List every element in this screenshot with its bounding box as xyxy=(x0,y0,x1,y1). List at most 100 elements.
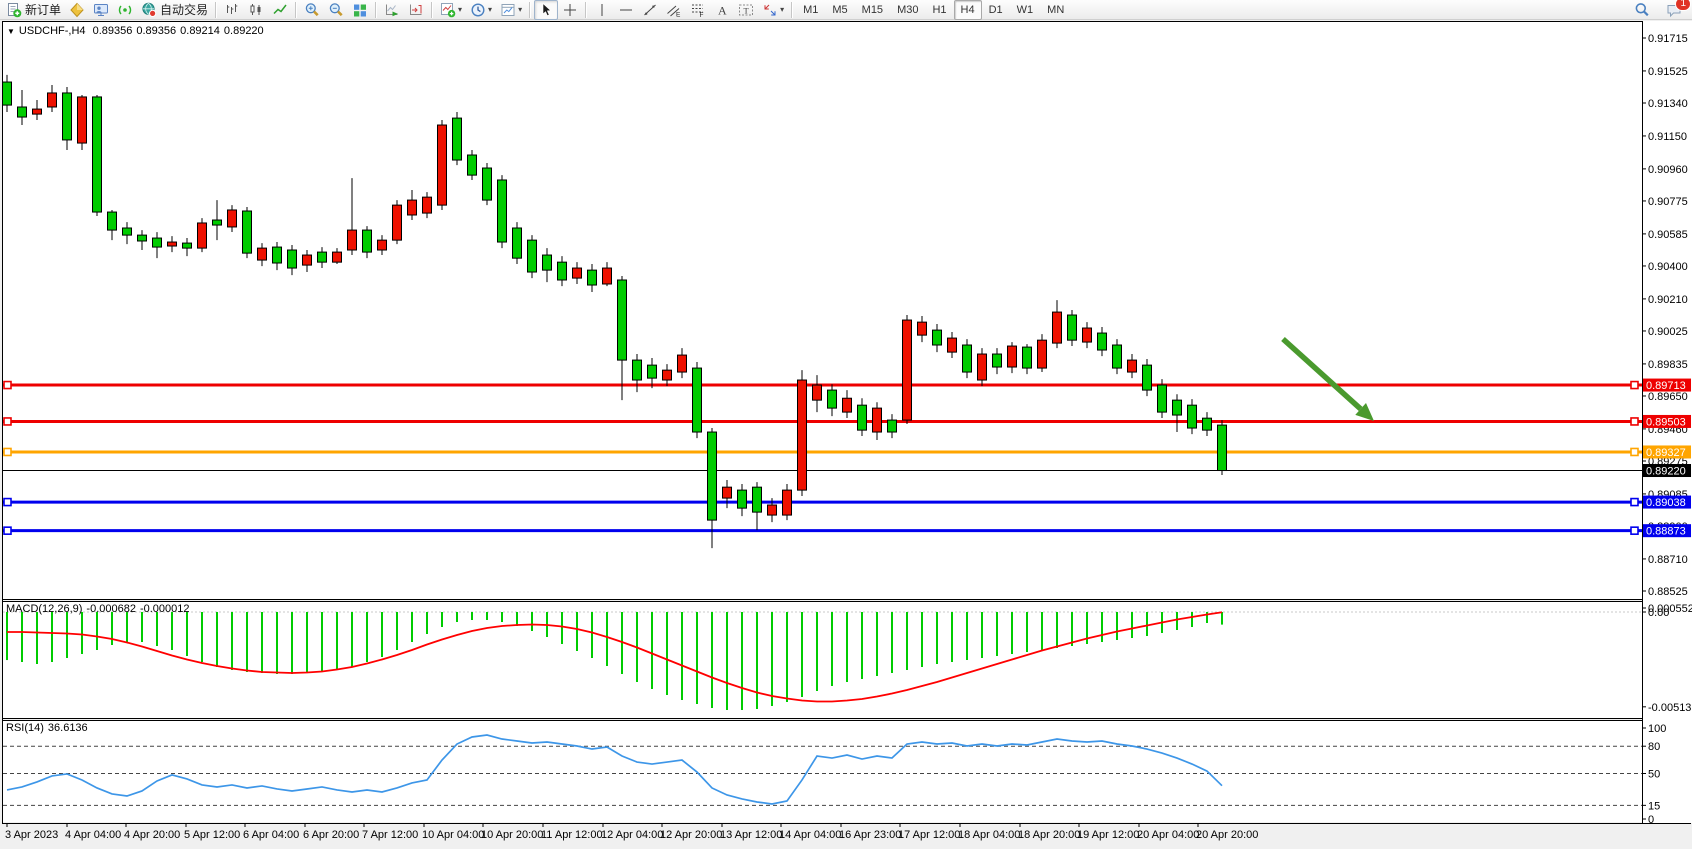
timeframe-m5-button[interactable]: M5 xyxy=(832,3,848,16)
svg-text:20 Apr 04:00: 20 Apr 04:00 xyxy=(1137,829,1199,841)
autotrade-icon xyxy=(142,2,157,17)
horizontal-price-line-0.89327[interactable] xyxy=(3,447,1642,457)
horizontal-price-line-0.89713[interactable] xyxy=(3,380,1642,390)
new-order-button-label: 新订单 xyxy=(25,3,62,17)
template-icon xyxy=(501,3,515,16)
timeframe-d1-button[interactable]: D1 xyxy=(988,3,1003,16)
price-axis[interactable]: 0.91715 0.91525 0.91340 0.91150 0.90960 0.907… xyxy=(1642,21,1692,826)
trendline-button[interactable] xyxy=(638,0,662,20)
svg-text:3 Apr 2023: 3 Apr 2023 xyxy=(5,829,58,841)
line-chart-button[interactable] xyxy=(268,0,292,20)
svg-text:80: 80 xyxy=(1648,741,1660,753)
text-label-button[interactable]: T xyxy=(734,0,758,20)
line-handle-icon xyxy=(1630,526,1639,535)
periods-button[interactable]: ▾ xyxy=(466,0,496,20)
toolbar-separator xyxy=(791,1,794,18)
auto-scroll-button[interactable] xyxy=(380,0,404,20)
toolbar-separator xyxy=(529,1,532,18)
symbol-dropdown-icon[interactable]: ▼ xyxy=(7,27,15,36)
symbol-label: USDCHF-,H4 xyxy=(18,25,86,37)
new-order-button[interactable]: 新订单 xyxy=(2,0,65,20)
new-order-icon xyxy=(8,2,22,17)
chart-line-icon xyxy=(273,4,287,14)
metaquotes-button[interactable] xyxy=(65,0,89,20)
zoom-out-button[interactable] xyxy=(324,0,348,20)
search-button[interactable] xyxy=(1630,0,1654,20)
periods-icon xyxy=(471,2,485,17)
candlestick-chart-button[interactable] xyxy=(244,0,268,20)
timeframe-h1-button[interactable]: H1 xyxy=(932,3,947,16)
line-handle-icon xyxy=(1630,380,1639,390)
svg-text:0.89835: 0.89835 xyxy=(1648,359,1688,371)
timeframe-h4-button[interactable]: H4 xyxy=(953,0,982,20)
bar-chart-button[interactable] xyxy=(220,0,244,20)
svg-text:-0.00513: -0.00513 xyxy=(1648,702,1691,714)
svg-text:11 Apr 12:00: 11 Apr 12:00 xyxy=(541,829,603,841)
low-value: 0.89214 xyxy=(180,25,220,37)
chart-canvas[interactable]: 0.91715 0.91525 0.91340 0.91150 0.90960 0.907… xyxy=(0,20,1692,849)
svg-text:E: E xyxy=(676,11,681,18)
horizontal-price-line-0.89038[interactable] xyxy=(3,497,1642,507)
svg-text:0.90585: 0.90585 xyxy=(1648,229,1688,241)
dropdown-caret-icon: ▾ xyxy=(458,5,463,14)
crosshair-button[interactable] xyxy=(558,0,582,20)
time-axis[interactable]: 3 Apr 2023 4 Apr 04:00 4 Apr 20:00 5 Apr 12… xyxy=(5,823,1258,841)
arrows-button[interactable]: ▾ xyxy=(758,0,788,20)
svg-text:T: T xyxy=(744,5,750,15)
hline-icon xyxy=(620,9,633,10)
timeframe-w1-button[interactable]: W1 xyxy=(1016,3,1034,16)
text-button[interactable]: A xyxy=(710,0,734,20)
tiles-icon xyxy=(354,4,367,16)
crosshair-icon xyxy=(564,3,577,16)
rsi-indicator-label: RSI(14) 36.6136 xyxy=(6,722,88,734)
zoom-in-button[interactable] xyxy=(300,0,324,20)
label-icon: T xyxy=(739,4,754,15)
svg-text:5 Apr 12:00: 5 Apr 12:00 xyxy=(184,829,240,841)
channel-icon: E xyxy=(667,5,681,18)
svg-text:0.89038: 0.89038 xyxy=(1646,497,1686,509)
equidistant-channel-button[interactable]: E xyxy=(662,0,686,20)
vertical-line-button[interactable] xyxy=(590,0,614,20)
svg-text:6 Apr 04:00: 6 Apr 04:00 xyxy=(243,829,299,841)
horizontal-line-button[interactable] xyxy=(614,0,638,20)
autotrading-button[interactable]: 自动交易 xyxy=(137,0,212,20)
tile-windows-button[interactable] xyxy=(348,0,372,20)
chart-ohlc-header[interactable]: ▼ USDCHF-,H4 0.89356 0.89356 0.89214 0.89220 xyxy=(7,25,268,37)
horizontal-price-line-0.89503[interactable] xyxy=(3,417,1642,426)
svg-text:F: F xyxy=(700,12,704,18)
indicators-button[interactable]: ▾ xyxy=(436,0,466,20)
svg-text:4 Apr 04:00: 4 Apr 04:00 xyxy=(65,829,121,841)
horizontal-price-line-0.88873[interactable] xyxy=(3,526,1642,535)
templates-button[interactable]: ▾ xyxy=(496,0,526,20)
cursor-button[interactable] xyxy=(534,0,559,20)
svg-text:0.000552: 0.000552 xyxy=(1648,603,1692,615)
close-value: 0.89220 xyxy=(223,25,264,37)
zoom-out-icon xyxy=(329,2,343,16)
autoscroll-icon xyxy=(386,4,399,16)
svg-text:20 Apr 20:00: 20 Apr 20:00 xyxy=(1196,829,1258,841)
svg-text:0.91150: 0.91150 xyxy=(1648,131,1687,143)
trend-arrow-annotation[interactable] xyxy=(1281,336,1374,421)
zoom-in-icon xyxy=(305,2,319,16)
svg-text:7 Apr 12:00: 7 Apr 12:00 xyxy=(362,829,418,841)
svg-text:0.91525: 0.91525 xyxy=(1648,66,1688,78)
chart-shift-button[interactable] xyxy=(404,0,428,20)
timeframe-m30-button[interactable]: M30 xyxy=(897,3,919,16)
timeframe-mn-button[interactable]: MN xyxy=(1047,3,1065,16)
axis-price-label: 0.89327 xyxy=(1643,445,1691,459)
line-handle-icon xyxy=(3,526,12,535)
signals-button[interactable] xyxy=(113,0,137,20)
timeframe-m1-button[interactable]: M1 xyxy=(803,3,819,16)
svg-text:18 Apr 04:00: 18 Apr 04:00 xyxy=(958,829,1020,841)
svg-text:0.91340: 0.91340 xyxy=(1648,98,1688,110)
notifications-button[interactable]: 1 xyxy=(1662,0,1691,20)
svg-text:16 Apr 23:00: 16 Apr 23:00 xyxy=(839,829,901,841)
line-handle-icon xyxy=(1630,447,1639,457)
price-lines[interactable] xyxy=(3,380,1642,535)
dropdown-caret-icon: ▾ xyxy=(488,5,493,14)
fibonacci-button[interactable]: F xyxy=(686,0,710,20)
line-handle-icon xyxy=(1630,497,1639,507)
profiles-button[interactable] xyxy=(89,0,113,20)
timeframe-m15-button[interactable]: M15 xyxy=(861,3,884,16)
